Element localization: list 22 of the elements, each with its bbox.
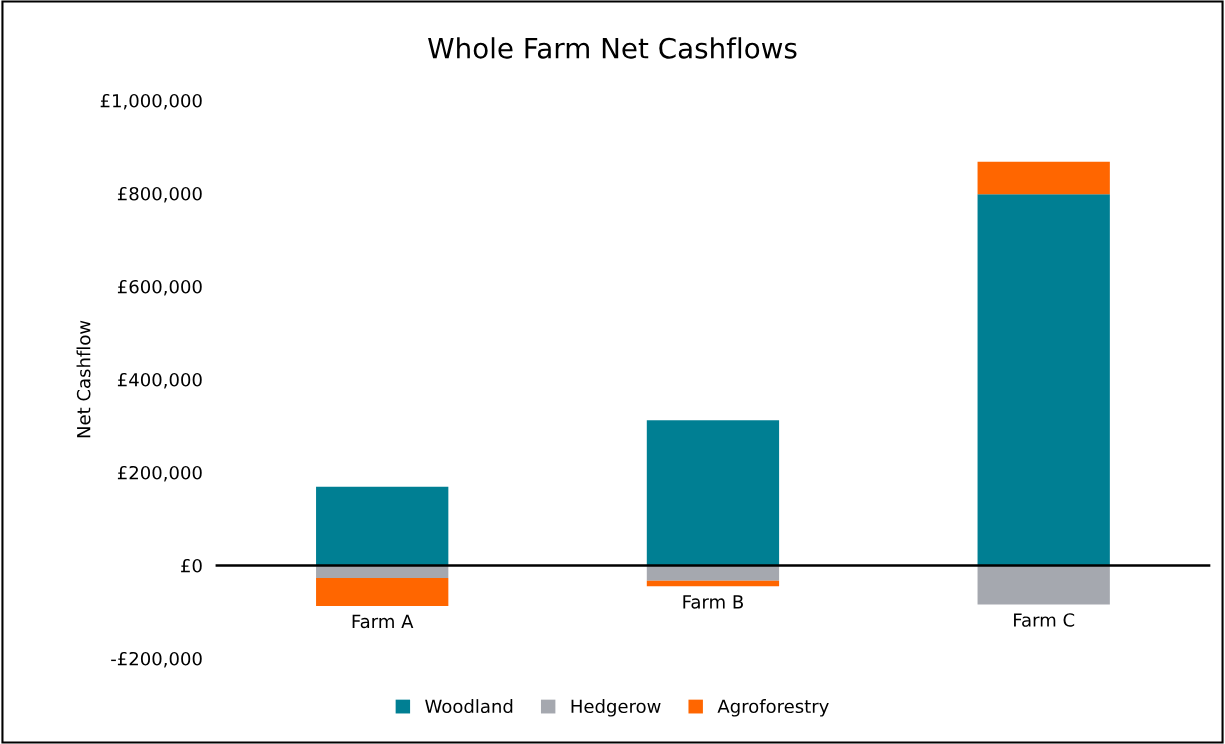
bar xyxy=(977,194,1110,566)
legend-label: Woodland xyxy=(425,699,513,714)
bar xyxy=(646,565,780,581)
y-tick-label: £400,000 xyxy=(117,372,202,389)
legend-label: Hedgerow xyxy=(571,699,661,717)
y-axis-title: Net Cashflow xyxy=(76,320,91,438)
y-tick-label: £800,000 xyxy=(117,186,202,203)
bar xyxy=(316,486,449,566)
bar xyxy=(977,161,1110,195)
y-tick-label: £0 xyxy=(181,558,202,573)
bar xyxy=(316,578,449,606)
x-tick-label: Farm A xyxy=(352,614,414,629)
y-tick-label: £200,000 xyxy=(117,465,202,482)
bar xyxy=(977,565,1110,605)
chart-title: Whole Farm Net Cashflows xyxy=(428,37,797,59)
x-tick-label: Farm B xyxy=(683,595,743,609)
bar xyxy=(646,420,780,566)
x-tick-label: Farm C xyxy=(1014,613,1075,627)
y-tick-label: -£200,000 xyxy=(111,651,202,668)
legend-label: Agroforestry xyxy=(717,699,829,717)
y-tick-label: £600,000 xyxy=(117,279,202,296)
y-tick-label: £1,000,000 xyxy=(100,93,202,110)
